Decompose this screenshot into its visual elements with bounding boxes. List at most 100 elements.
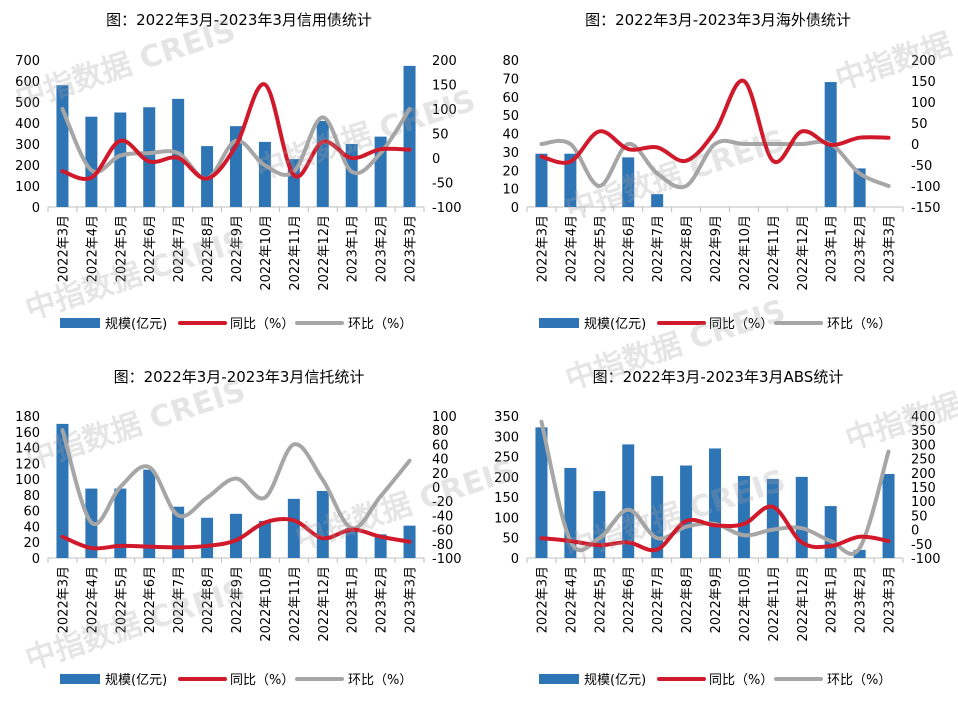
x-axis-label: 2022年10月: [259, 566, 274, 642]
legend-yoy-label: 同比（%）: [709, 673, 773, 688]
chart-svg: 图：2022年3月-2023年3月海外债统计 0 10 20 30 40 50 60 70 80 -…: [502, 11, 941, 332]
left-axis-tick: 700: [15, 54, 40, 69]
left-axis-tick: 100: [494, 511, 519, 526]
x-axis-label: 2022年12月: [317, 215, 332, 291]
bar: [374, 534, 387, 558]
right-axis-tick: -50: [911, 538, 932, 553]
x-axis-label: 2022年4月: [85, 566, 100, 633]
bar: [316, 490, 329, 558]
x-axis-label: 2022年5月: [593, 215, 608, 282]
bar: [85, 116, 98, 207]
left-axis-tick: 0: [511, 552, 519, 567]
right-axis-tick: 100: [432, 103, 457, 118]
x-axis-label: 2022年9月: [230, 566, 245, 633]
left-axis-tick: 120: [15, 457, 40, 472]
x-axis-label: 2022年10月: [738, 566, 753, 642]
bar: [709, 448, 721, 558]
legend-mom-label: 环比（%）: [348, 317, 412, 332]
right-axis-tick: 0: [432, 152, 440, 167]
left-axis-tick: 60: [502, 91, 519, 106]
left-axis-tick: 80: [23, 489, 40, 504]
legend-mom-label: 环比（%）: [348, 673, 412, 688]
left-axis-tick: 10: [502, 183, 519, 198]
bar: [287, 498, 300, 558]
right-axis-tick: 150: [911, 481, 936, 496]
legend-bar-swatch: [539, 674, 579, 684]
bar: [403, 65, 416, 207]
x-axis-label: 2022年7月: [172, 566, 187, 633]
right-axis-tick: 80: [432, 424, 449, 439]
x-axis-label: 2022年8月: [680, 215, 695, 282]
x-axis-label: 2023年3月: [883, 215, 898, 282]
left-axis-tick: 200: [494, 471, 519, 486]
right-axis-tick: -100: [911, 552, 941, 567]
right-axis-tick: 100: [432, 410, 457, 425]
x-axis-label: 2022年6月: [622, 215, 637, 282]
bar: [56, 423, 69, 558]
left-axis-tick: 300: [494, 430, 519, 445]
chart-svg: 图：2022年3月-2023年3月ABS统计050100150200250300…: [494, 368, 941, 688]
bar: [824, 506, 837, 558]
x-axis-label: 2022年4月: [564, 215, 579, 282]
legend-bar-swatch: [539, 318, 579, 328]
right-axis-tick: -20: [432, 495, 453, 510]
bar: [345, 528, 358, 558]
left-axis-tick: 70: [502, 72, 519, 87]
right-axis-tick: 20: [432, 467, 449, 482]
left-axis-tick: 20: [502, 164, 519, 179]
bar: [143, 107, 156, 207]
x-axis-label: 2022年4月: [564, 566, 579, 633]
mom-line: [60, 107, 412, 181]
x-axis-label: 2022年5月: [114, 566, 129, 633]
bar: [853, 168, 866, 207]
x-axis-label: 2022年11月: [288, 215, 303, 291]
x-axis-label: 2022年9月: [230, 215, 245, 282]
x-axis-label: 2023年3月: [883, 566, 898, 633]
x-axis-label: 2022年9月: [709, 566, 724, 633]
bar: [114, 488, 127, 558]
x-axis-label: 2022年6月: [622, 566, 637, 633]
x-axis-label: 2023年2月: [375, 566, 390, 633]
legend: [539, 674, 823, 684]
left-axis-tick: 300: [15, 138, 40, 153]
legend-mom-label: 环比（%）: [827, 317, 891, 332]
bar: [535, 153, 548, 207]
left-axis-tick: 40: [23, 520, 40, 535]
left-axis-tick: 600: [15, 75, 40, 90]
x-axis-label: 2023年1月: [825, 566, 840, 633]
bar: [853, 549, 866, 558]
right-axis-tick: -50: [432, 177, 453, 192]
chart-svg: 图：2022年3月-2023年3月信用债统计010020030040050060…: [15, 11, 462, 332]
left-axis-tick: 400: [15, 117, 40, 132]
bar: [882, 474, 895, 558]
left-axis-tick: 20: [23, 536, 40, 551]
right-axis-tick: -100: [911, 180, 941, 195]
left-axis-tick: 30: [502, 146, 519, 161]
x-axis-label: 2022年12月: [796, 215, 811, 291]
right-axis-tick: 250: [911, 453, 936, 468]
right-axis-tick: 40: [432, 453, 449, 468]
left-axis-tick: 100: [15, 180, 40, 195]
x-axis-label: 2023年3月: [404, 566, 419, 633]
bar: [143, 469, 156, 558]
bar: [230, 126, 242, 207]
x-axis-label: 2022年9月: [709, 215, 724, 282]
x-axis-label: 2022年11月: [767, 215, 782, 291]
chart-abs: 图：2022年3月-2023年3月ABS统计 0 50 100 150 200 250 300…: [479, 351, 958, 702]
legend-bar-label: 规模(亿元): [105, 673, 167, 688]
yoy-line: [60, 516, 412, 551]
right-axis-tick: 400: [911, 410, 936, 425]
x-axis-label: 2023年3月: [404, 215, 419, 282]
left-axis-tick: 150: [494, 491, 519, 506]
right-axis-tick: 200: [432, 54, 457, 69]
left-axis-tick: 50: [502, 532, 519, 547]
x-axis-label: 2022年4月: [85, 215, 100, 282]
x-axis-label: 2022年10月: [259, 215, 274, 291]
x-axis-label: 2022年7月: [651, 566, 666, 633]
right-axis-tick: 350: [911, 424, 936, 439]
x-axis-label: 2022年3月: [56, 215, 71, 282]
chart-title: 图：2022年3月-2023年3月海外债统计: [585, 11, 851, 29]
right-axis-tick: -100: [432, 201, 462, 216]
x-axis-label: 2022年5月: [593, 566, 608, 633]
x-axis-label: 2023年2月: [375, 215, 390, 282]
